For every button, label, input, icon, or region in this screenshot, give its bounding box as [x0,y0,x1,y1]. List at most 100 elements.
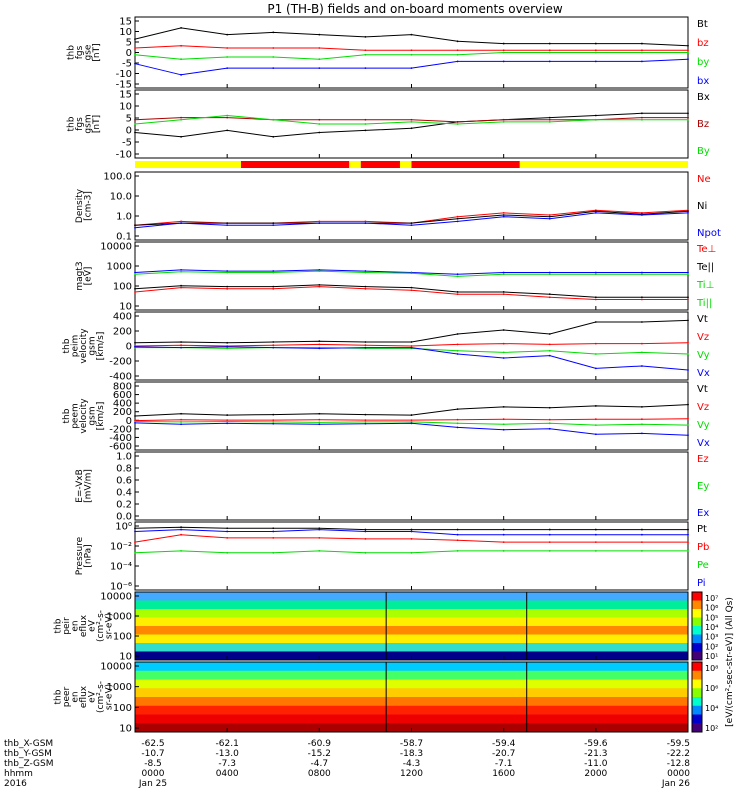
data-point [687,273,689,276]
y-tick-label: 10000 [100,242,132,253]
data-point [687,44,689,47]
y-label-line: E=-VxB [75,469,85,503]
data-point [318,222,321,224]
data-point [410,120,413,123]
data-point [641,296,643,299]
data-point [272,47,275,49]
y-tick-label: 10000 [100,592,132,603]
y-label-line: peir [62,617,72,635]
data-point [272,527,275,530]
data-point [687,369,689,371]
legend-entry: Vt [697,314,708,325]
data-point [134,287,136,290]
y-label-line: thb [62,338,72,353]
data-point [594,321,597,323]
y-tick-label: 0 [126,126,132,137]
y-tick-label: 0 [126,342,132,353]
data-point [134,551,136,554]
data-point [318,58,321,61]
data-point [364,270,367,272]
data-point [687,271,689,274]
data-point [456,273,459,276]
y-label-line: gsm [88,336,98,355]
data-point [226,419,229,422]
y-label-line: [nT] [92,43,102,61]
data-point [502,541,505,544]
legend-entry: Ey [697,481,709,492]
y-tick-label: -5 [122,59,132,70]
data-point [641,541,643,544]
data-point [364,413,367,416]
data-point [180,423,182,426]
data-point [548,214,551,216]
data-point [456,53,459,56]
data-point [226,422,229,425]
data-point [594,298,597,301]
colorbar-tick-label: 10⁴ [705,623,718,632]
colorbar-cell [692,626,702,635]
data-point [502,550,505,552]
data-point [502,293,505,296]
data-point [364,346,367,349]
y-tick-label: 10.0 [110,192,132,203]
ephemeris-value: -21.3 [584,749,607,759]
data-point [272,135,275,138]
colorbar-cell [692,714,702,724]
data-point [456,215,459,218]
y-tick-label: 1000 [107,262,132,273]
data-point [134,421,136,424]
data-point [502,423,505,426]
y-axis-label: E=-VxB[mV/m] [75,469,94,503]
data-point [687,296,689,299]
data-point [410,222,413,224]
data-point [687,210,689,213]
data-point [410,538,413,540]
data-point [272,67,275,70]
data-point [272,341,275,343]
data-point [134,38,136,40]
data-point [456,422,459,425]
data-point [548,528,551,531]
data-point [318,343,321,346]
data-point [134,420,136,423]
ephemeris-table: thb_X-GSM -62.5 -62.1 -60.9 -58.7 -59.4 -59.6-… [4,739,690,789]
ephemeris-row-label: thb_Y-GSM [4,749,52,759]
mode-bar-segment [240,161,350,168]
y-label-line: gse [83,44,93,60]
heatmap-band [135,592,688,601]
data-point [548,293,551,296]
data-point [548,271,551,274]
data-point [410,224,413,227]
data-point [364,344,367,347]
data-point [456,528,459,531]
colorbar-cell [692,688,702,698]
ephemeris-value: -7.3 [218,759,236,769]
data-point [410,422,413,425]
y-label-line: sr-eV) [105,613,115,639]
data-point [272,551,275,554]
colorbar-cell [692,697,702,707]
colorbar-cell [692,679,702,689]
y-label-line: Pressure [75,536,85,575]
data-point [180,284,182,287]
data-point [134,345,136,348]
data-point [594,212,597,214]
legend-entry: by [697,57,709,68]
data-point [364,421,367,423]
colorbar-axis-label: [eV/(cm²-sec-str-eV)] (All Qs) [725,597,735,727]
data-point [456,349,459,352]
y-tick-label: 0.1 [116,232,132,243]
data-point [687,118,689,121]
heatmap-band [135,662,688,672]
data-point [134,53,136,56]
data-point [226,224,229,227]
data-point [502,271,505,274]
data-point [318,33,321,36]
data-point [364,67,367,70]
data-point [456,343,459,346]
legend-entry: Npot [697,228,721,239]
data-point [641,351,643,354]
data-point [687,424,689,427]
mode-bar-segment [360,161,400,168]
